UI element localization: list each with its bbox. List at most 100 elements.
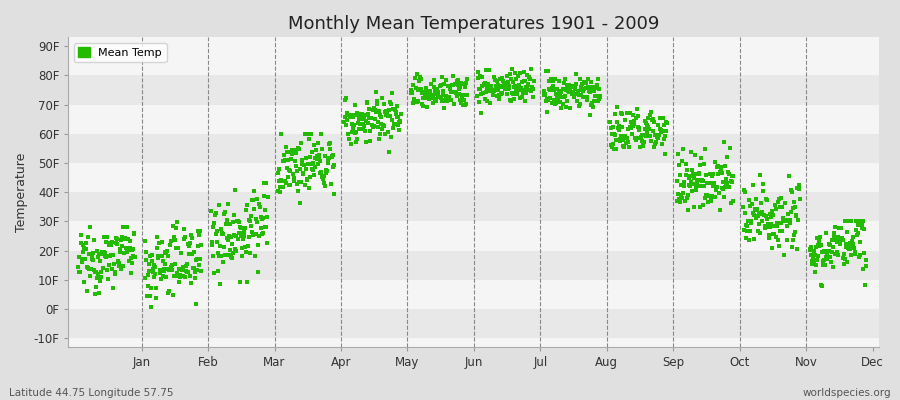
Point [312,158,327,164]
Point [210,228,224,234]
Point [357,112,372,118]
Point [274,178,289,184]
Point [437,81,452,87]
Point [157,266,171,272]
Point [813,234,827,240]
Point [89,269,104,275]
Point [304,130,319,137]
Point [487,74,501,80]
Point [169,219,184,226]
Point [695,177,709,183]
Point [90,274,104,281]
Point [673,198,688,205]
Point [682,173,697,179]
Point [454,97,468,103]
Point [769,234,783,240]
Point [570,90,584,97]
Point [477,80,491,86]
Point [374,114,389,120]
Point [688,187,703,193]
Point [350,136,365,142]
Point [828,223,842,230]
Point [457,81,472,88]
Title: Monthly Mean Temperatures 1901 - 2009: Monthly Mean Temperatures 1901 - 2009 [288,15,660,33]
Point [416,103,430,110]
Point [73,232,87,238]
Point [143,304,157,310]
Point [752,220,766,227]
Point [287,147,302,153]
Point [851,230,866,236]
Point [470,93,484,100]
Point [406,82,420,89]
Point [778,217,793,224]
Point [182,243,196,249]
Point [843,246,858,252]
Point [657,151,671,157]
Point [228,187,242,193]
Point [193,256,207,262]
Point [384,101,399,108]
Point [644,112,658,118]
Point [569,81,583,88]
Point [305,149,320,156]
Point [138,238,152,244]
Point [724,178,738,184]
Point [226,219,240,225]
Point [501,79,516,86]
Point [372,136,386,142]
Point [580,84,595,90]
Point [303,154,318,160]
Point [440,97,454,104]
Point [95,249,110,255]
Point [573,76,588,82]
Point [128,254,142,260]
Point [736,227,751,234]
Point [216,231,230,238]
Point [441,82,455,89]
Point [346,125,360,132]
Point [223,220,238,227]
Point [636,138,651,145]
Point [550,93,564,100]
Point [282,166,296,173]
Point [788,212,803,218]
Point [382,112,397,119]
Point [508,96,522,102]
Point [143,293,157,300]
Point [365,124,380,130]
Point [616,143,630,149]
Point [790,185,805,191]
Point [673,181,688,188]
Point [826,244,841,250]
Point [491,81,505,88]
Point [389,111,403,118]
Point [752,210,767,216]
Point [302,185,317,192]
Point [573,84,588,90]
Point [645,115,660,122]
Point [152,270,166,276]
Point [492,95,507,102]
Point [445,82,459,88]
Point [368,116,382,123]
Point [409,99,423,106]
Point [104,242,119,248]
Point [781,173,796,180]
Point [583,102,598,109]
Point [346,113,360,120]
Point [94,278,108,284]
Point [644,116,659,123]
Point [297,182,311,188]
Point [431,88,446,95]
Point [277,152,292,158]
Point [814,282,828,288]
Point [77,278,92,285]
Point [407,96,421,102]
Point [294,156,309,163]
Point [511,87,526,93]
Point [415,90,429,96]
Point [779,223,794,229]
Point [238,225,252,231]
Point [825,264,840,270]
